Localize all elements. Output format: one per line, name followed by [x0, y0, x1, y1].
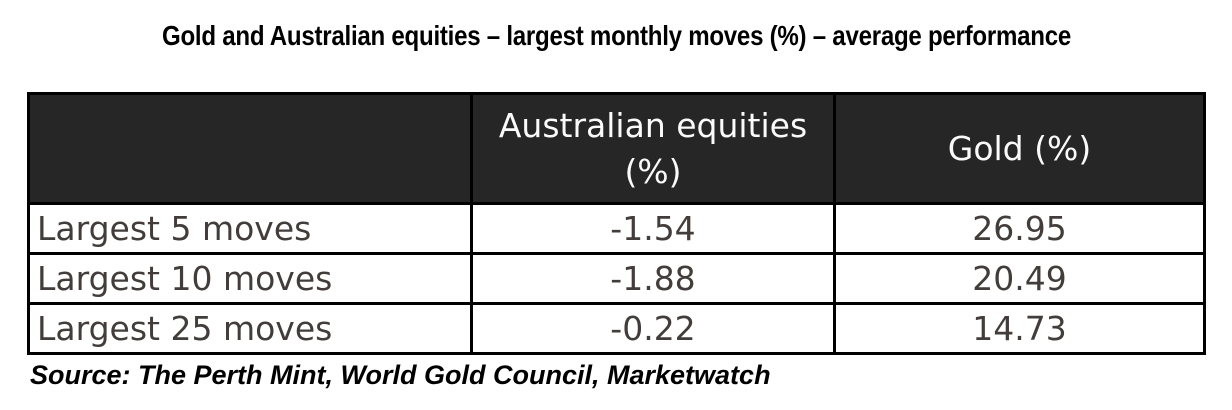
header-cell-empty — [27, 92, 473, 205]
value-gold-largest-25: 14.73 — [833, 302, 1206, 355]
chart-title: Gold and Australian equities – largest m… — [0, 20, 1232, 52]
value-gold-largest-5: 26.95 — [833, 202, 1206, 255]
row-label-largest-25-moves: Largest 25 moves — [27, 302, 473, 355]
chart-title-text: Gold and Australian equities – largest m… — [161, 20, 1071, 51]
table-row: Largest 5 moves -1.54 26.95 — [27, 202, 1206, 255]
value-australian-equities-largest-10: -1.88 — [470, 252, 836, 305]
source-attribution: Source: The Perth Mint, World Gold Counc… — [30, 360, 771, 390]
value-australian-equities-largest-5: -1.54 — [470, 202, 836, 255]
row-label-largest-5-moves: Largest 5 moves — [27, 202, 473, 255]
table-row: Largest 25 moves -0.22 14.73 — [27, 302, 1206, 355]
row-label-largest-10-moves: Largest 10 moves — [27, 252, 473, 305]
table-row: Largest 10 moves -1.88 20.49 — [27, 252, 1206, 305]
value-gold-largest-10: 20.49 — [833, 252, 1206, 305]
table-header-row: Australian equities (%) Gold (%) — [27, 92, 1206, 205]
header-cell-australian-equities: Australian equities (%) — [470, 92, 836, 205]
value-australian-equities-largest-25: -0.22 — [470, 302, 836, 355]
header-cell-gold: Gold (%) — [833, 92, 1206, 205]
data-table: Australian equities (%) Gold (%) Largest… — [27, 92, 1206, 355]
